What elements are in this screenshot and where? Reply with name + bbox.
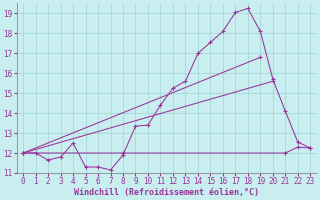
X-axis label: Windchill (Refroidissement éolien,°C): Windchill (Refroidissement éolien,°C) bbox=[74, 188, 259, 197]
